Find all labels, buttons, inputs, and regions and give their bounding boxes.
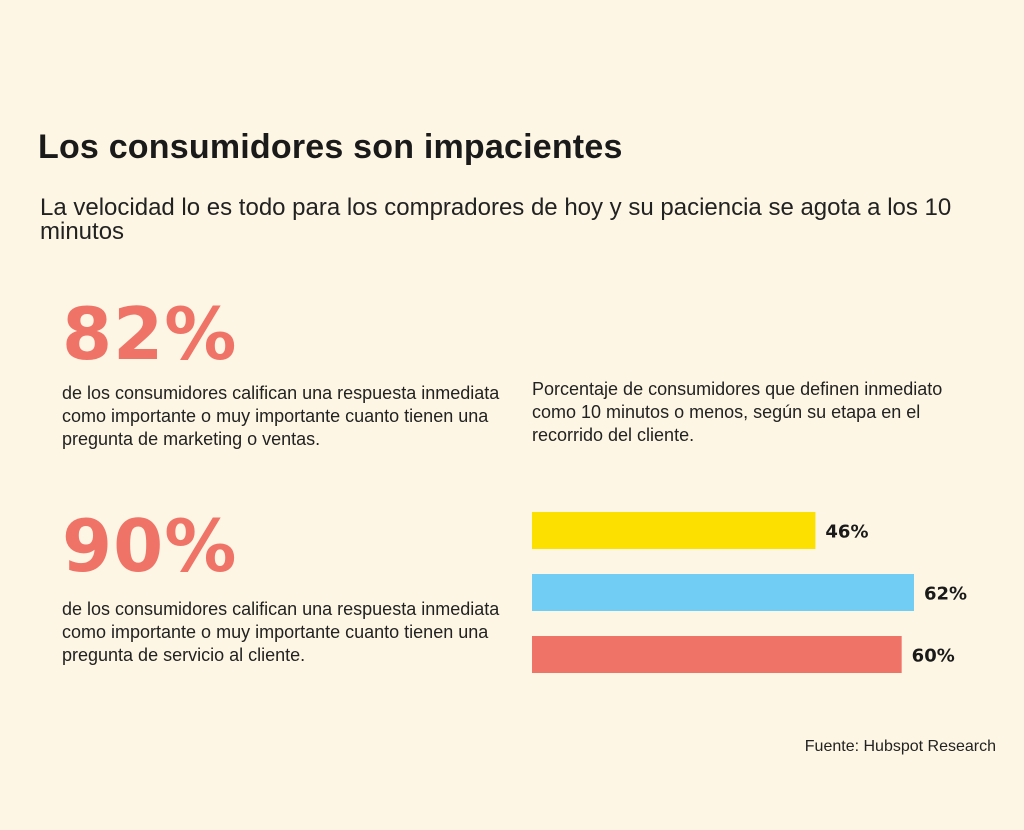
stat-number: 90% (62, 504, 238, 588)
stat-description: de los consumidores califican una respue… (62, 383, 500, 449)
stat-block-marketing: 82% de los consumidores califican una re… (62, 298, 512, 451)
stat-number: 82% (62, 292, 238, 376)
bar-1 (532, 512, 816, 549)
page-title: Los consumidores son impacientes (38, 128, 623, 166)
bar-value-label: 62% (924, 584, 967, 605)
bar-2 (532, 574, 914, 611)
stat-block-service: 90% de los consumidores califican una re… (62, 510, 512, 667)
bar-value-label: 60% (912, 646, 955, 667)
bar-value-label: 46% (825, 522, 868, 543)
source-note: Fuente: Hubspot Research (804, 738, 996, 755)
stat-description: de los consumidores califican una respue… (62, 599, 500, 665)
bar-3 (532, 636, 902, 673)
page-subtitle: La velocidad lo es todo para los comprad… (40, 194, 952, 245)
bar-chart: 46% 62% 60% (532, 512, 967, 673)
chart-description: Porcentaje de consumidores que definen i… (532, 379, 943, 445)
